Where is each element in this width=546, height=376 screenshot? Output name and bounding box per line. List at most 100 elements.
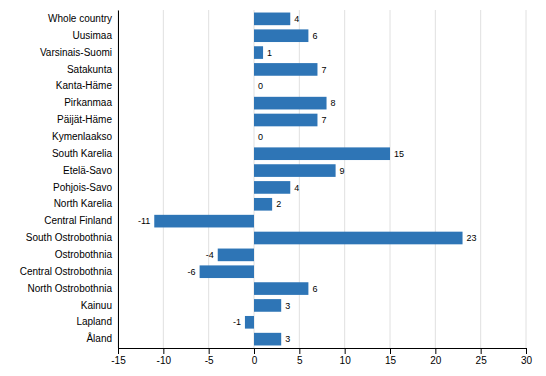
bar [254,63,317,76]
grid-line [526,10,527,348]
bar [254,114,317,127]
bar [254,333,281,346]
data-label: 4 [294,14,299,24]
x-tick-label: 20 [430,355,442,366]
y-tick-label: Ostrobothnia [55,249,113,260]
bar [254,131,255,144]
y-tick: Pohjois-Savo [53,182,118,193]
y-tick-label: Lapland [76,316,112,327]
x-tick-label: 0 [252,355,258,366]
bar [254,29,308,42]
x-tick-label: 10 [340,355,352,366]
grid-line [390,10,391,348]
y-tick: North Karelia [54,198,118,209]
x-tick-mark [254,348,255,354]
y-tick-label: Pohjois-Savo [53,182,112,193]
y-tick-label: Central Ostrobothnia [20,266,113,277]
x-tick-mark [435,348,436,354]
y-tick-label: North Ostrobothnia [28,283,113,294]
y-tick-label: Varsinais-Suomi [40,47,112,58]
y-tick: Kainuu [81,300,118,311]
bar [254,181,290,194]
y-axis-line [118,11,119,349]
x-tick-label: -15 [111,355,126,366]
y-tick-label: North Karelia [54,198,113,209]
grid-line [208,10,209,348]
data-label: 7 [321,65,326,75]
y-axis: Whole country Uusimaa Varsinais-Suomi Satak… [20,11,119,349]
y-tick: Ostrobothnia [55,249,118,260]
y-tick-label: Kanta-Häme [56,80,113,91]
bar [254,80,255,93]
chart: 4617087015942-1123-4-663-13-15-10-505101… [0,0,546,376]
x-tick: 30 [521,348,533,366]
y-tick: Lapland [76,316,118,327]
y-tick: Kanta-Häme [56,80,118,91]
bar [254,46,263,59]
grid-line [299,10,300,348]
data-label: 3 [285,301,290,311]
y-tick: Whole country [48,13,118,24]
bar [218,249,254,262]
data-label: -11 [138,216,150,226]
y-tick: Etelä-Savo [63,165,118,176]
y-tick: Kymenlaakso [52,131,118,142]
bar [245,316,254,329]
y-tick-label: Päijät-Häme [57,114,112,125]
x-tick-mark [299,348,300,354]
y-tick: Pirkanmaa [64,97,118,108]
x-axis-line [119,349,527,355]
data-label: 4 [294,183,299,193]
data-label: 1 [267,48,272,58]
bar [254,299,281,312]
y-tick-label: Satakunta [67,64,112,75]
x-tick-mark [390,348,391,354]
x-tick-label: -5 [205,355,214,366]
y-tick: Uusimaa [73,30,118,41]
grid-line [254,10,255,348]
x-tick-label: 25 [476,355,488,366]
data-label: 8 [331,98,336,108]
data-label: -6 [188,267,196,277]
y-tick: Varsinais-Suomi [40,47,118,58]
data-label: -4 [206,250,214,260]
x-tick: 25 [476,348,488,366]
x-tick-label: 15 [385,355,397,366]
data-label: 2 [276,199,281,209]
y-tick-label: Kymenlaakso [52,131,112,142]
y-tick: Central Finland [44,215,118,226]
bar [154,215,254,228]
data-label: 0 [258,132,263,142]
x-axis: -15 -10 -5 0 5 10 15 20 25 30 [111,348,532,366]
data-label: 0 [258,81,263,91]
bars [154,13,462,346]
y-tick: South Ostrobothnia [26,232,118,243]
x-tick-mark [526,348,527,354]
x-tick: 10 [340,348,352,366]
y-tick-label: Whole country [48,13,112,24]
bar [254,198,272,211]
data-label: 3 [285,334,290,344]
data-label: 23 [467,233,477,243]
y-tick-label: Åland [86,332,112,344]
y-tick-label: Etelä-Savo [63,165,112,176]
x-tick-label: 30 [521,355,533,366]
plot: 4617087015942-1123-4-663-13-15-10-505101… [20,10,533,366]
grid-line [118,10,119,348]
y-tick-label: Uusimaa [73,30,113,41]
grid-line [163,10,164,348]
x-tick-label: 5 [297,355,303,366]
x-tick: -10 [157,348,172,366]
data-label: 6 [312,284,317,294]
bar [254,164,336,177]
y-tick: Päijät-Häme [57,114,118,125]
bar [254,97,327,110]
y-tick-label: South Ostrobothnia [26,232,113,243]
y-tick: North Ostrobothnia [28,283,119,294]
y-tick: South Karelia [52,148,118,159]
x-tick-mark [118,348,119,354]
data-label: 6 [312,31,317,41]
y-tick-label: South Karelia [52,148,112,159]
bar [254,147,390,160]
bar [254,282,308,295]
